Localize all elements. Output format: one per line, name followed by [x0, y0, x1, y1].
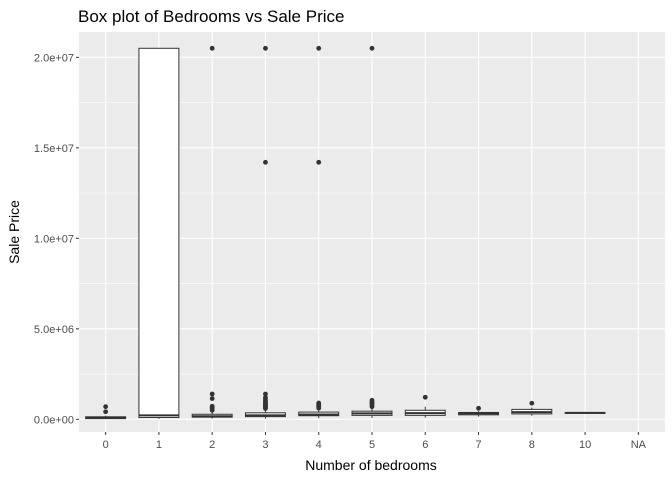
box-group-0: [85, 404, 127, 420]
y-tick-label: 1.0e+07: [34, 233, 74, 245]
outlier-point: [209, 396, 215, 401]
outlier-point: [263, 391, 268, 397]
outlier-point: [529, 400, 535, 406]
x-tick-label: 8: [529, 439, 535, 451]
x-tick-label: 4: [316, 439, 322, 451]
y-axis: 0.0e+00 5.0e+06 1.0e+07 1.5e+07 2.0e+07: [34, 52, 79, 426]
box-group-3: [244, 45, 286, 419]
x-tick-label: 1: [156, 439, 162, 451]
box-group-8: [511, 400, 553, 416]
outlier-point: [103, 409, 109, 415]
outlier-point: [209, 391, 215, 397]
x-tick-label: 2: [209, 439, 215, 451]
x-tick-label: 6: [422, 439, 428, 451]
outlier-point: [369, 45, 375, 51]
outlier-point: [209, 45, 215, 51]
box-group-10: [564, 411, 606, 414]
outlier-point: [209, 403, 215, 409]
outlier-point: [316, 159, 322, 165]
y-axis-title: Sale Price: [6, 200, 22, 264]
outlier-point: [476, 405, 481, 411]
x-axis-title: Number of bedrooms: [305, 457, 437, 473]
outlier-point: [316, 400, 322, 406]
outlier-point: [103, 404, 109, 410]
chart-title: Box plot of Bedrooms vs Sale Price: [78, 7, 344, 26]
y-tick-label: 5.0e+06: [34, 324, 74, 336]
outlier-point: [422, 394, 428, 400]
box-group-4: [298, 45, 340, 419]
box-group-7: [458, 405, 500, 417]
y-tick-label: 0.0e+00: [34, 414, 74, 426]
x-tick-label: 5: [369, 439, 375, 451]
x-tick-label: NA: [631, 439, 647, 451]
x-tick-label: 3: [262, 439, 268, 451]
outlier-point: [263, 159, 268, 165]
x-tick-label: 10: [579, 439, 591, 451]
outlier-point: [263, 45, 268, 51]
y-tick-label: 1.5e+07: [34, 143, 74, 155]
boxes: [85, 45, 606, 420]
box-group-6: [404, 394, 446, 418]
box: [138, 47, 180, 419]
outlier-point: [263, 395, 268, 401]
x-tick-label: 0: [103, 439, 109, 451]
outlier-point: [369, 397, 375, 403]
box-group-2: [191, 45, 233, 419]
box-group-1: [138, 47, 180, 419]
outlier-point: [316, 45, 322, 51]
y-tick-label: 2.0e+07: [34, 52, 74, 64]
x-axis: 0 1 2 3 4 5 6 7 8 10 NA: [103, 432, 647, 451]
box-group-5: [351, 45, 393, 418]
x-tick-label: 7: [475, 439, 481, 451]
